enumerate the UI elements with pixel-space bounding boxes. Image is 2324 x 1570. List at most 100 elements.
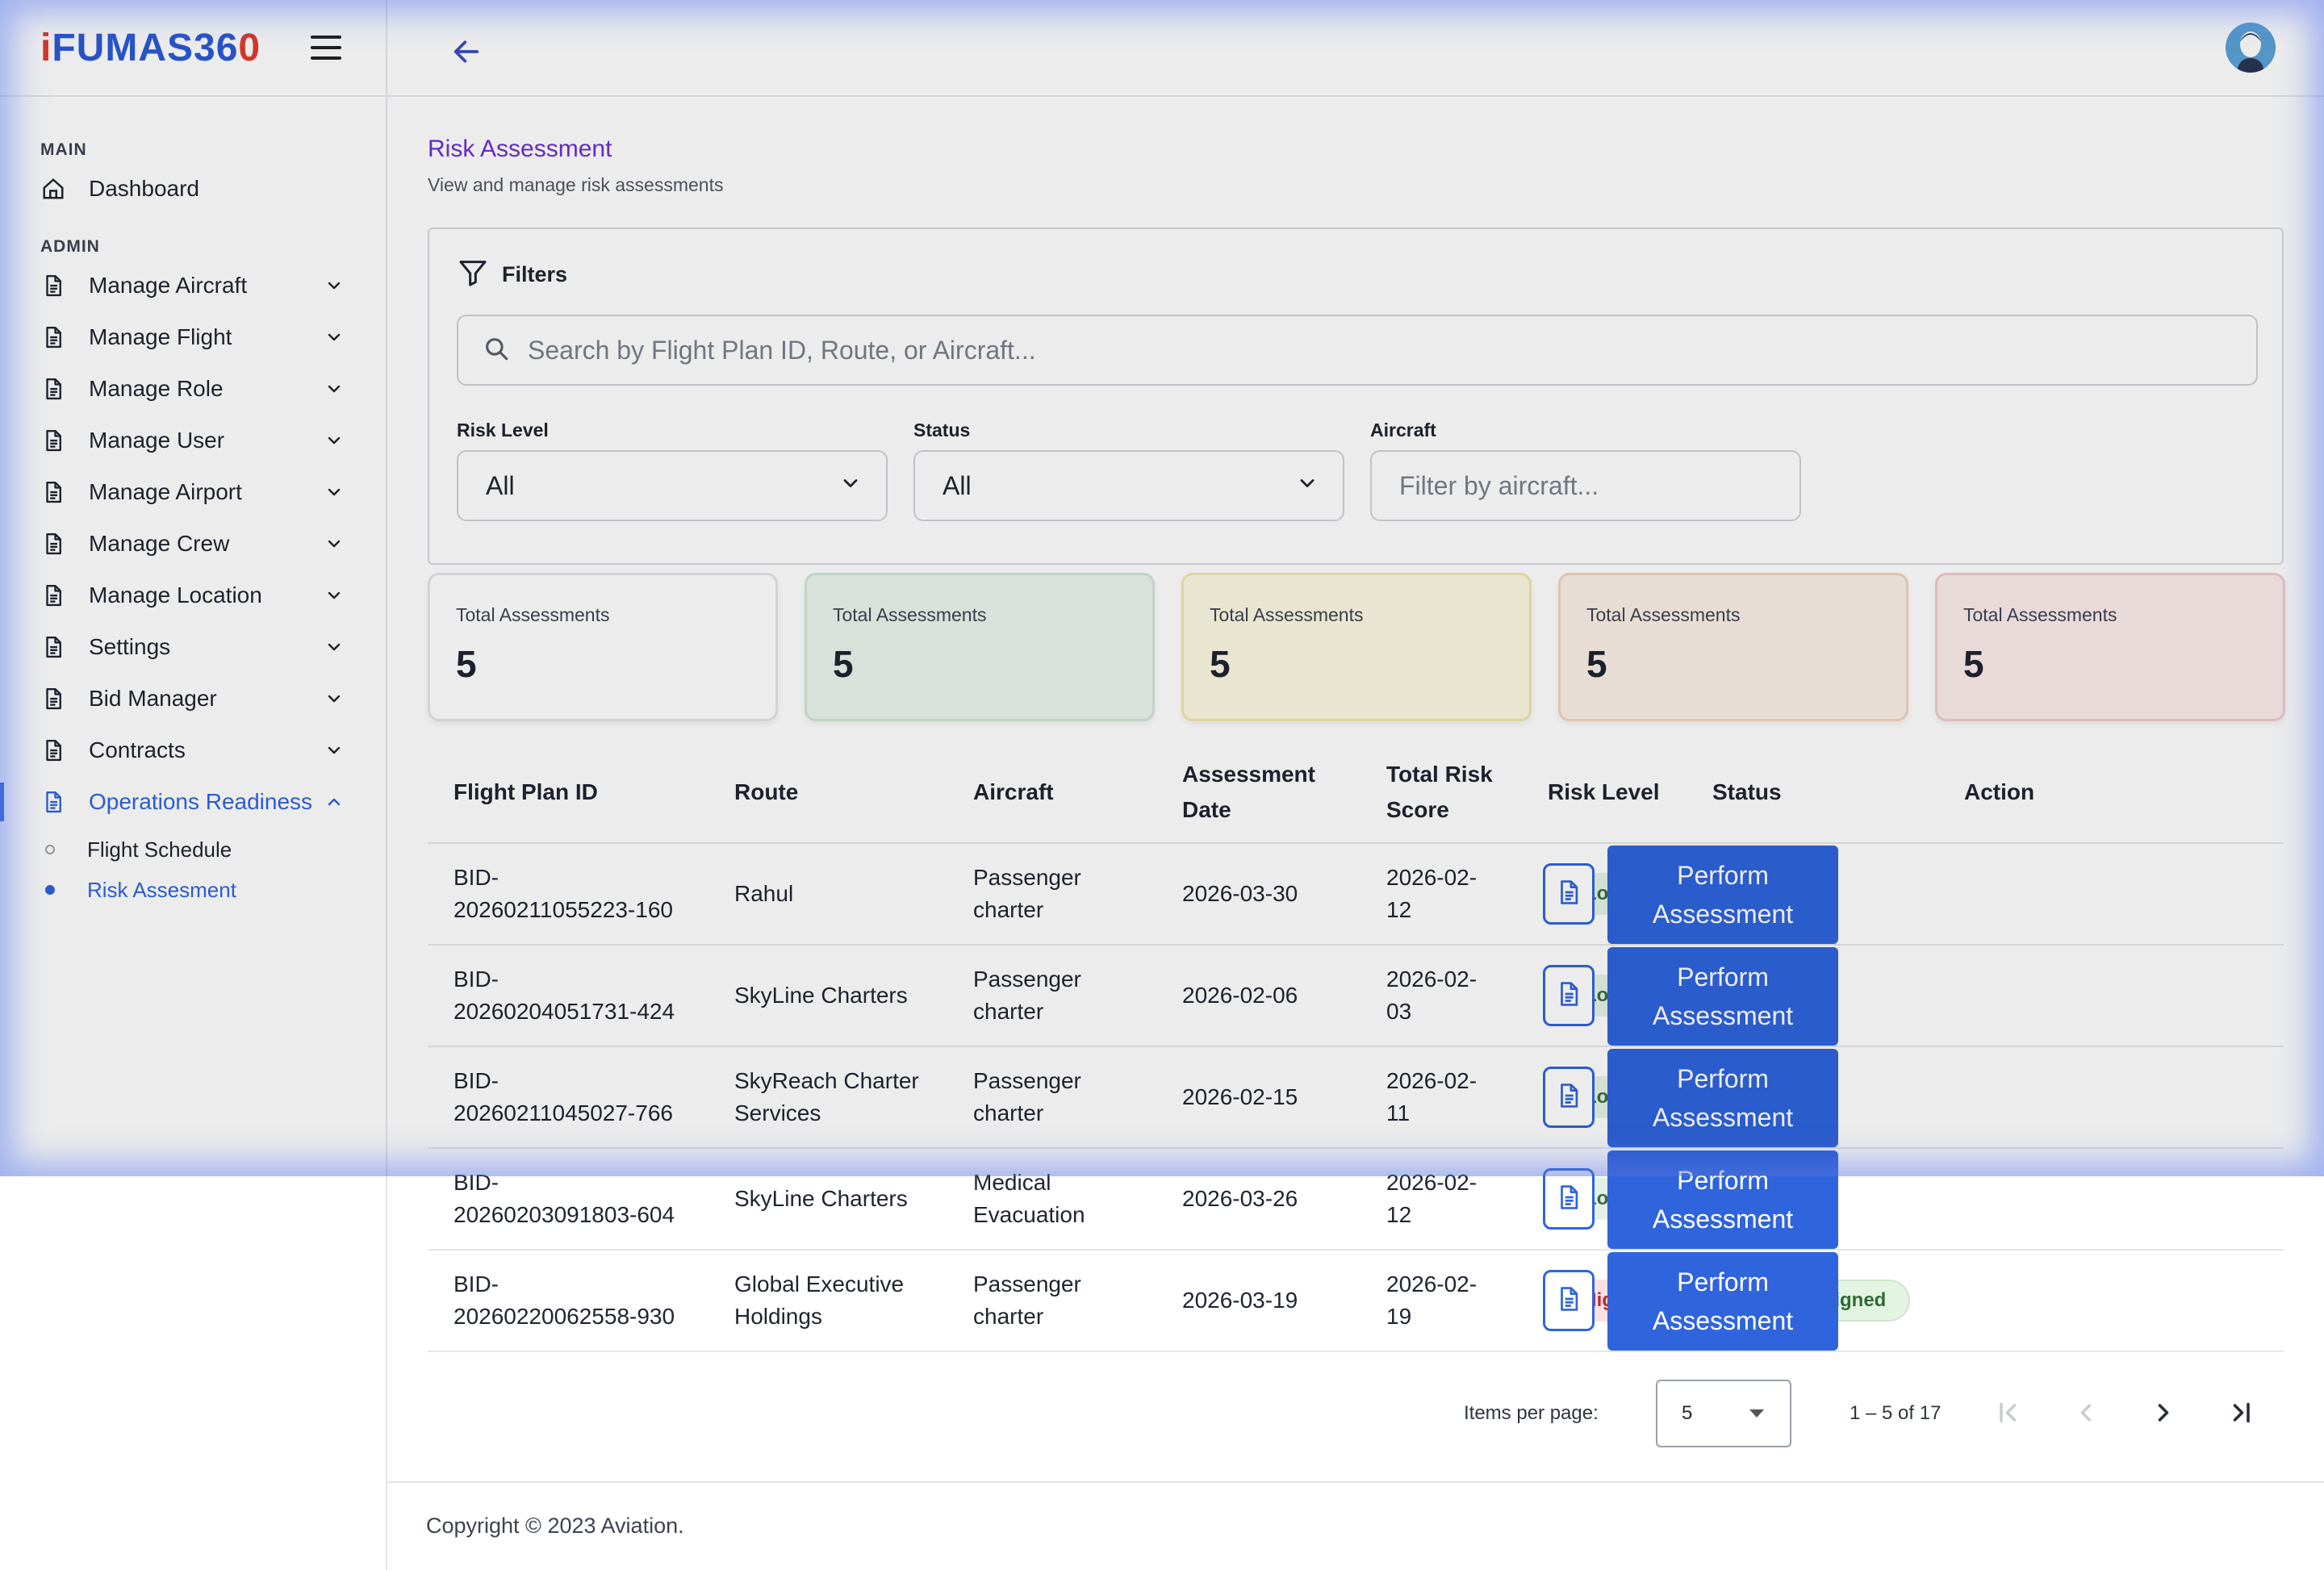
view-document-button[interactable] — [1543, 965, 1595, 1026]
sidebar-item-label: Manage Aircraft — [89, 273, 248, 298]
status-select[interactable]: All — [913, 450, 1344, 521]
page-title: Risk Assessment — [428, 136, 612, 162]
stat-card: Total Assessments 5 — [805, 573, 1155, 721]
chevron-down-icon — [324, 637, 344, 657]
cell-route: SkyLine Charters — [734, 1186, 908, 1211]
sidebar-item-settings[interactable]: Settings — [0, 621, 386, 673]
caret-down-icon — [1748, 1402, 1766, 1425]
view-document-button[interactable] — [1543, 1067, 1595, 1128]
sidebar: i FUMAS36 0 MAIN Dashboard ADMIN Manage Ai… — [0, 0, 387, 1570]
perform-assessment-button[interactable]: Perform Assessment — [1607, 947, 1838, 1046]
chevron-down-icon — [324, 482, 344, 502]
sidebar-item-label: Manage Crew — [89, 531, 230, 556]
cell-flight-plan-id: BID- 20260211055223-160 — [454, 865, 673, 922]
app-logo[interactable]: i FUMAS36 0 — [40, 26, 261, 69]
stat-card: Total Assessments 5 — [1935, 573, 2285, 721]
table-row: BID- 20260204051731-424 SkyLine Charters Pa… — [428, 946, 2284, 1047]
document-icon — [40, 686, 66, 712]
perform-assessment-button[interactable]: Perform Assessment — [1607, 1252, 1838, 1351]
view-document-button[interactable] — [1543, 1168, 1595, 1230]
sidebar-subitem-risk-assesment[interactable]: Risk Assesment — [0, 870, 386, 910]
sidebar-item-manage-role[interactable]: Manage Role — [0, 363, 386, 415]
sidebar-item-label: Settings — [89, 634, 171, 659]
document-icon — [1555, 1285, 1582, 1317]
sidebar-item-manage-aircraft[interactable]: Manage Aircraft — [0, 260, 386, 311]
cell-total-risk-score: 2026-02- 03 — [1386, 967, 1478, 1024]
last-page-icon[interactable] — [2221, 1393, 2261, 1433]
document-icon — [1555, 980, 1582, 1012]
document-icon — [1555, 879, 1582, 910]
sidebar-item-label: Manage Role — [89, 376, 224, 401]
cell-aircraft: Passenger charter — [973, 865, 1081, 922]
view-document-button[interactable] — [1543, 863, 1595, 925]
chevron-down-icon — [324, 379, 344, 399]
chevron-down-icon — [1296, 471, 1319, 501]
previous-page-icon[interactable] — [2066, 1393, 2106, 1433]
sidebar-item-label: Bid Manager — [89, 686, 217, 711]
stat-value: 5 — [1963, 643, 1984, 685]
items-per-page-select[interactable]: 5 — [1656, 1380, 1791, 1447]
sidebar-item-manage-flight[interactable]: Manage Flight — [0, 311, 386, 363]
perform-assessment-button[interactable]: Perform Assessment — [1607, 1049, 1838, 1147]
page-subtitle: View and manage risk assessments — [428, 174, 724, 195]
aircraft-filter-input[interactable] — [1399, 470, 1770, 501]
cell-aircraft: Passenger charter — [973, 967, 1081, 1024]
aircraft-filter-field[interactable] — [1370, 450, 1801, 521]
stat-label: Total Assessments — [1963, 604, 2117, 625]
th-action: Action — [1964, 779, 2035, 804]
sidebar-item-bid-manager[interactable]: Bid Manager — [0, 673, 386, 724]
sidebar-item-label: Operations Readiness — [89, 789, 313, 814]
cell-total-risk-score: 2026-02- 12 — [1386, 1170, 1478, 1227]
perform-assessment-button[interactable]: Perform Assessment — [1607, 846, 1838, 944]
sidebar-item-manage-user[interactable]: Manage User — [0, 415, 386, 466]
cell-aircraft: Passenger charter — [973, 1271, 1081, 1329]
assessments-table: Flight Plan ID Route Aircraft Assessment… — [428, 742, 2284, 1352]
stat-card: Total Assessments 5 — [1181, 573, 1532, 721]
sidebar-item-manage-airport[interactable]: Manage Airport — [0, 466, 386, 518]
stat-label: Total Assessments — [1210, 604, 1364, 625]
sidebar-subitem-flight-schedule[interactable]: Flight Schedule — [0, 829, 386, 870]
document-icon — [40, 531, 66, 557]
th-flight-plan-id: Flight Plan ID — [454, 779, 598, 804]
sidebar-item-manage-crew[interactable]: Manage Crew — [0, 518, 386, 570]
sidebar-item-manage-location[interactable]: Manage Location — [0, 570, 386, 621]
search-field[interactable] — [457, 315, 2258, 386]
bullet-icon — [45, 845, 55, 854]
chevron-down-icon — [324, 328, 344, 347]
th-aircraft: Aircraft — [973, 779, 1054, 804]
user-avatar[interactable] — [2226, 23, 2276, 73]
sidebar-item-contracts[interactable]: Contracts — [0, 724, 386, 776]
filter-funnel-icon — [457, 257, 489, 293]
risk-level-label: Risk Level — [457, 420, 549, 441]
cell-aircraft: Passenger charter — [973, 1068, 1081, 1125]
aircraft-label: Aircraft — [1370, 420, 1436, 441]
first-page-icon[interactable] — [1988, 1393, 2029, 1433]
document-icon — [40, 428, 66, 453]
stat-value: 5 — [833, 643, 854, 685]
chevron-down-icon — [839, 471, 862, 501]
paginator: Items per page: 5 1 – 5 of 17 — [428, 1355, 2284, 1447]
sidebar-item-dashboard[interactable]: Dashboard — [0, 163, 386, 215]
chevron-up-icon — [324, 792, 344, 812]
cell-route: Global Executive Holdings — [734, 1271, 905, 1329]
cell-assessment-date: 2026-03-19 — [1182, 1288, 1298, 1313]
cell-route: SkyReach Charter Services — [734, 1068, 919, 1125]
th-assessment-date: Assessment Date — [1182, 762, 1315, 822]
search-input[interactable] — [528, 335, 2222, 365]
view-document-button[interactable] — [1543, 1270, 1595, 1331]
th-risk-level: Risk Level — [1548, 779, 1660, 804]
sidebar-item-label: Contracts — [89, 737, 186, 762]
document-icon — [40, 324, 66, 350]
th-status: Status — [1712, 779, 1782, 804]
sidebar-item-operations-readiness[interactable]: Operations Readiness — [0, 776, 386, 828]
section-title-admin: ADMIN — [40, 237, 100, 256]
chevron-down-icon — [324, 431, 344, 450]
cell-aircraft: Medical Evacuation — [973, 1170, 1085, 1227]
back-arrow-icon[interactable] — [450, 35, 483, 68]
document-icon — [40, 737, 66, 763]
next-page-icon[interactable] — [2143, 1393, 2184, 1433]
menu-toggle-icon[interactable] — [311, 35, 342, 60]
filters-panel: Filters Risk Level All Status All Aircra… — [428, 228, 2284, 565]
perform-assessment-button[interactable]: Perform Assessment — [1607, 1150, 1838, 1249]
risk-level-select[interactable]: All — [457, 450, 888, 521]
